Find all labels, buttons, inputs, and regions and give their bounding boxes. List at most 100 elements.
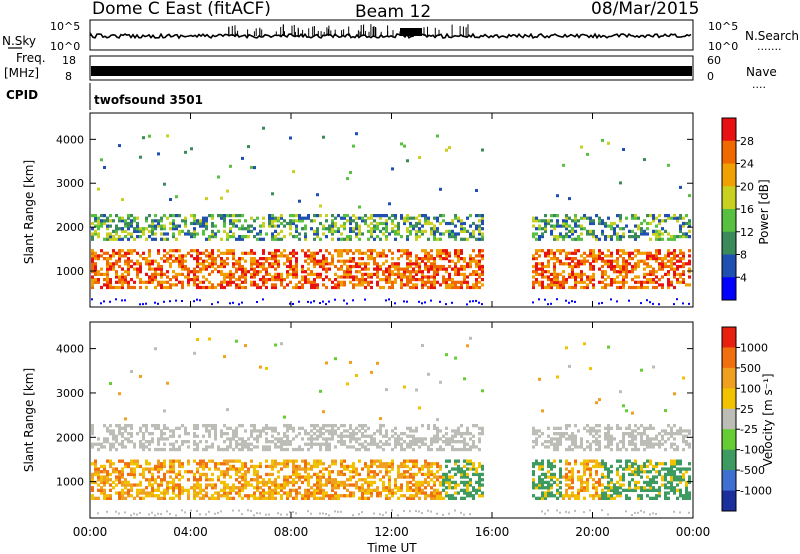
heatmap-cell bbox=[601, 301, 603, 304]
heatmap-cell bbox=[631, 478, 634, 482]
heatmap-cell bbox=[364, 491, 367, 495]
heatmap-cell bbox=[202, 434, 205, 438]
heatmap-cell bbox=[298, 232, 301, 236]
heatmap-cell bbox=[379, 429, 382, 433]
heatmap-cell bbox=[196, 478, 199, 482]
heatmap-cell bbox=[127, 270, 130, 274]
heatmap-cell bbox=[229, 488, 232, 492]
heatmap-cell bbox=[679, 224, 682, 228]
heatmap-cell bbox=[376, 464, 379, 469]
heatmap-cell bbox=[388, 437, 391, 441]
heatmap-cell bbox=[448, 235, 451, 239]
heatmap-cell bbox=[145, 216, 148, 220]
heatmap-cell bbox=[319, 204, 322, 208]
heatmap-cell bbox=[442, 232, 445, 236]
heatmap-cell bbox=[238, 491, 241, 495]
heatmap-cell bbox=[373, 459, 376, 463]
heatmap-cell bbox=[172, 483, 175, 487]
heatmap-cell bbox=[625, 426, 628, 430]
heatmap-cell bbox=[163, 259, 166, 263]
heatmap-cell bbox=[193, 227, 196, 231]
heatmap-cell bbox=[541, 483, 544, 487]
heatmap-cell bbox=[355, 283, 358, 287]
heatmap-cell bbox=[127, 424, 130, 428]
heatmap-cell bbox=[553, 270, 556, 274]
heatmap-cell bbox=[460, 480, 463, 485]
heatmap-cell bbox=[421, 272, 424, 276]
heatmap-cell bbox=[469, 285, 472, 290]
heatmap-cell bbox=[313, 257, 316, 261]
heatmap-cell bbox=[274, 426, 277, 430]
heatmap-cell bbox=[568, 494, 571, 498]
heatmap-cell bbox=[325, 267, 328, 271]
heatmap-cell bbox=[199, 219, 202, 223]
heatmap-cell bbox=[556, 194, 559, 198]
heatmap-cell bbox=[250, 464, 253, 469]
heatmap-cell bbox=[607, 440, 610, 444]
heatmap-cell bbox=[595, 432, 598, 436]
heatmap-cell bbox=[199, 224, 202, 228]
heatmap-cell bbox=[322, 462, 325, 466]
heatmap-cell bbox=[304, 224, 307, 228]
heatmap-cell bbox=[604, 445, 607, 449]
heatmap-cell bbox=[151, 262, 154, 266]
heatmap-cell bbox=[130, 434, 133, 438]
heatmap-cell bbox=[94, 229, 97, 233]
heatmap-cell bbox=[277, 437, 280, 441]
heatmap-cell bbox=[418, 219, 421, 223]
heatmap-cell bbox=[172, 249, 175, 253]
heatmap-cell bbox=[142, 470, 145, 474]
heatmap-cell bbox=[205, 237, 208, 241]
heatmap-cell bbox=[655, 237, 658, 241]
power-colorbar-tick: 8 bbox=[740, 249, 747, 262]
heatmap-cell bbox=[313, 219, 316, 223]
heatmap-cell bbox=[103, 478, 106, 482]
heatmap-cell bbox=[640, 285, 643, 290]
heatmap-cell bbox=[370, 229, 373, 233]
heatmap-cell bbox=[472, 270, 475, 274]
heatmap-cell bbox=[553, 275, 556, 279]
heatmap-cell bbox=[472, 488, 475, 492]
heatmap-cell bbox=[232, 509, 234, 512]
heatmap-cell bbox=[202, 216, 205, 220]
heatmap-cell bbox=[124, 417, 127, 421]
heatmap-cell bbox=[142, 227, 145, 231]
heatmap-cell bbox=[394, 232, 397, 236]
heatmap-cell bbox=[655, 251, 658, 255]
heatmap-cell bbox=[121, 227, 124, 231]
heatmap-cell bbox=[277, 470, 280, 474]
heatmap-cell bbox=[130, 424, 133, 428]
heatmap-cell bbox=[247, 496, 250, 500]
heatmap-cell bbox=[331, 488, 334, 492]
heatmap-cell bbox=[139, 270, 142, 274]
heatmap-cell bbox=[172, 283, 175, 287]
heatmap-cell bbox=[262, 221, 265, 226]
heatmap-cell bbox=[346, 382, 349, 386]
heatmap-cell bbox=[184, 267, 187, 271]
heatmap-cell bbox=[274, 483, 277, 487]
heatmap-cell bbox=[664, 264, 667, 269]
heatmap-cell bbox=[148, 278, 151, 282]
heatmap-cell bbox=[553, 426, 556, 430]
heatmap-cell bbox=[478, 440, 481, 444]
heatmap-cell bbox=[664, 409, 667, 413]
heatmap-cell bbox=[331, 494, 334, 498]
heatmap-cell bbox=[292, 464, 295, 469]
heatmap-cell bbox=[391, 462, 394, 466]
heatmap-cell bbox=[370, 214, 373, 218]
heatmap-cell bbox=[418, 264, 421, 269]
heatmap-cell bbox=[667, 280, 670, 284]
heatmap-cell bbox=[532, 270, 535, 274]
heatmap-cell bbox=[568, 285, 571, 290]
heatmap-cell bbox=[460, 447, 463, 452]
power-colorbar-segment bbox=[722, 277, 736, 301]
heatmap-cell bbox=[457, 467, 460, 471]
heatmap-cell bbox=[355, 440, 358, 444]
heatmap-cell bbox=[91, 251, 94, 255]
heatmap-cell bbox=[595, 401, 598, 405]
heatmap-cell bbox=[328, 464, 331, 469]
heatmap-cell bbox=[643, 488, 646, 492]
heatmap-cell bbox=[649, 254, 652, 258]
heatmap-cell bbox=[316, 251, 319, 255]
heatmap-cell bbox=[94, 442, 97, 446]
